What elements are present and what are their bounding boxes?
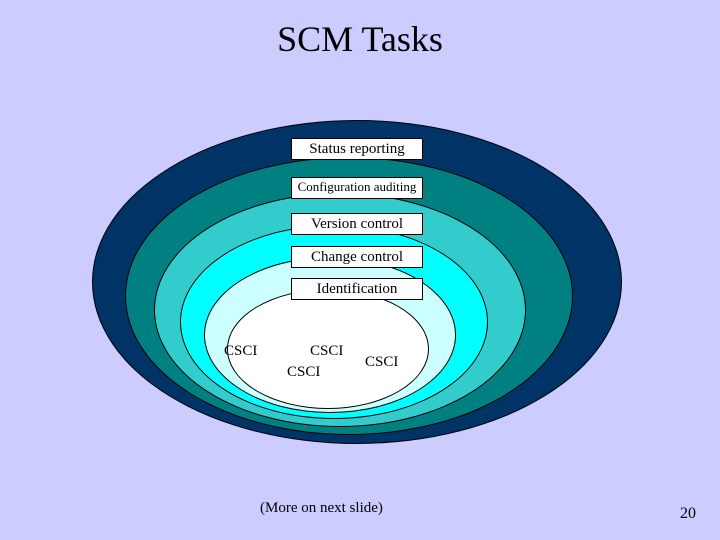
strip-status-reporting: Status reporting — [291, 138, 423, 160]
slide: SCM Tasks Status reporting Configuration… — [0, 0, 720, 540]
slide-title: SCM Tasks — [0, 18, 720, 60]
footer-note: (More on next slide) — [260, 500, 383, 517]
csci-label-1: CSCI — [310, 343, 343, 360]
strip-identification: Identification — [291, 278, 423, 300]
csci-label-2: CSCI — [287, 364, 320, 381]
csci-label-0: CSCI — [224, 343, 257, 360]
page-number: 20 — [680, 505, 696, 523]
strip-version-control: Version control — [291, 213, 423, 235]
strip-change-control: Change control — [291, 246, 423, 268]
csci-label-3: CSCI — [365, 354, 398, 371]
strip-configuration-auditing: Configuration auditing — [291, 177, 423, 199]
